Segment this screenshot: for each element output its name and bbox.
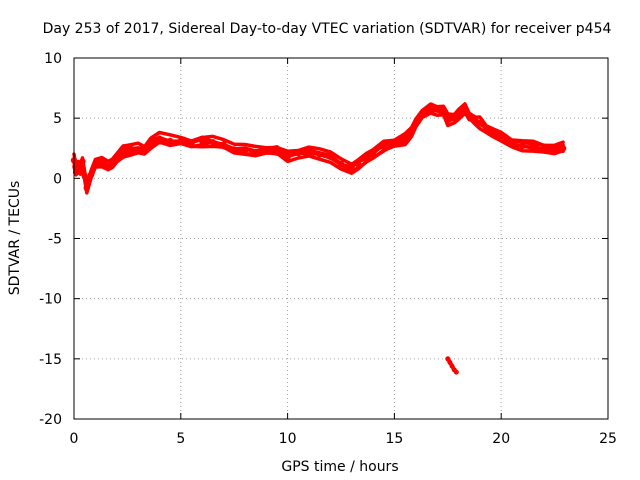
data-point <box>451 115 458 122</box>
data-point <box>391 140 398 147</box>
data-point <box>559 145 567 152</box>
data-point <box>440 109 447 116</box>
data-point <box>551 145 558 152</box>
data-point <box>83 184 91 192</box>
data-point <box>126 147 133 154</box>
data-point <box>519 142 526 149</box>
x-tick-label: 0 <box>70 431 79 447</box>
data-point <box>252 148 259 156</box>
y-tick-label: -5 <box>48 232 62 248</box>
data-point <box>119 148 127 156</box>
y-tick-label: 0 <box>53 171 62 187</box>
data-point <box>141 147 148 154</box>
data-point <box>369 151 377 158</box>
data-point <box>231 146 238 153</box>
data-point <box>79 158 86 165</box>
data-point <box>147 139 155 146</box>
data-point <box>489 128 496 135</box>
data-point <box>220 141 227 148</box>
data-point <box>455 111 462 118</box>
data-point <box>427 105 434 112</box>
y-tick-label: 5 <box>53 111 62 127</box>
data-point <box>444 116 451 123</box>
data-point <box>508 139 516 146</box>
x-tick-label: 5 <box>176 431 185 447</box>
outlier-point <box>453 369 459 375</box>
data-point <box>408 128 415 135</box>
outlier-point <box>447 359 453 365</box>
data-point <box>327 153 334 160</box>
x-axis-ticks: 0 5 10 15 20 25 <box>70 58 617 447</box>
data-point <box>530 143 537 151</box>
data-point <box>188 140 195 147</box>
data-point <box>177 137 184 145</box>
data-point <box>316 151 323 158</box>
data-point <box>380 143 387 151</box>
data-point <box>98 159 106 166</box>
data-point <box>134 146 142 153</box>
data-point <box>92 160 99 168</box>
data-point <box>263 147 270 154</box>
data-point <box>166 137 174 145</box>
x-tick-label: 25 <box>599 431 617 447</box>
data-point <box>466 112 473 120</box>
data-point <box>273 147 281 154</box>
data-point <box>209 139 216 146</box>
data-point <box>348 165 355 172</box>
data-point <box>461 106 469 113</box>
data-point <box>337 160 345 168</box>
chart-title: Day 253 of 2017, Sidereal Day-to-day VTE… <box>43 21 612 37</box>
y-tick-label: -10 <box>39 292 62 308</box>
y-axis-ticks: 10 5 0 -5 -10 -15 -20 <box>39 51 608 428</box>
data-point <box>363 155 370 163</box>
x-tick-label: 20 <box>492 431 510 447</box>
data-point <box>77 165 84 172</box>
data-point <box>354 160 362 168</box>
data-point <box>476 119 483 127</box>
data-point <box>241 147 249 154</box>
data-point <box>540 145 548 152</box>
data-point <box>81 172 88 180</box>
x-axis-title: GPS time / hours <box>281 459 398 475</box>
data-point <box>401 135 409 142</box>
y-tick-label: 10 <box>44 51 62 67</box>
data-point <box>433 106 441 113</box>
data-point <box>156 135 163 142</box>
data-point <box>412 119 419 127</box>
x-tick-label: 10 <box>279 431 297 447</box>
y-tick-label: -20 <box>39 412 62 428</box>
data-point <box>284 153 291 160</box>
data-point <box>305 149 313 157</box>
data-point <box>419 110 426 117</box>
y-tick-label: -15 <box>39 352 62 368</box>
x-tick-label: 15 <box>385 431 403 447</box>
y-axis-title: SDTVAR / TECUs <box>7 181 23 296</box>
data-point <box>483 124 490 131</box>
data-point <box>199 137 206 145</box>
data-point <box>109 160 116 168</box>
data-point <box>87 171 95 178</box>
data-point <box>498 133 505 140</box>
grid <box>74 58 608 419</box>
data-point <box>295 149 302 157</box>
data-point <box>113 155 120 163</box>
